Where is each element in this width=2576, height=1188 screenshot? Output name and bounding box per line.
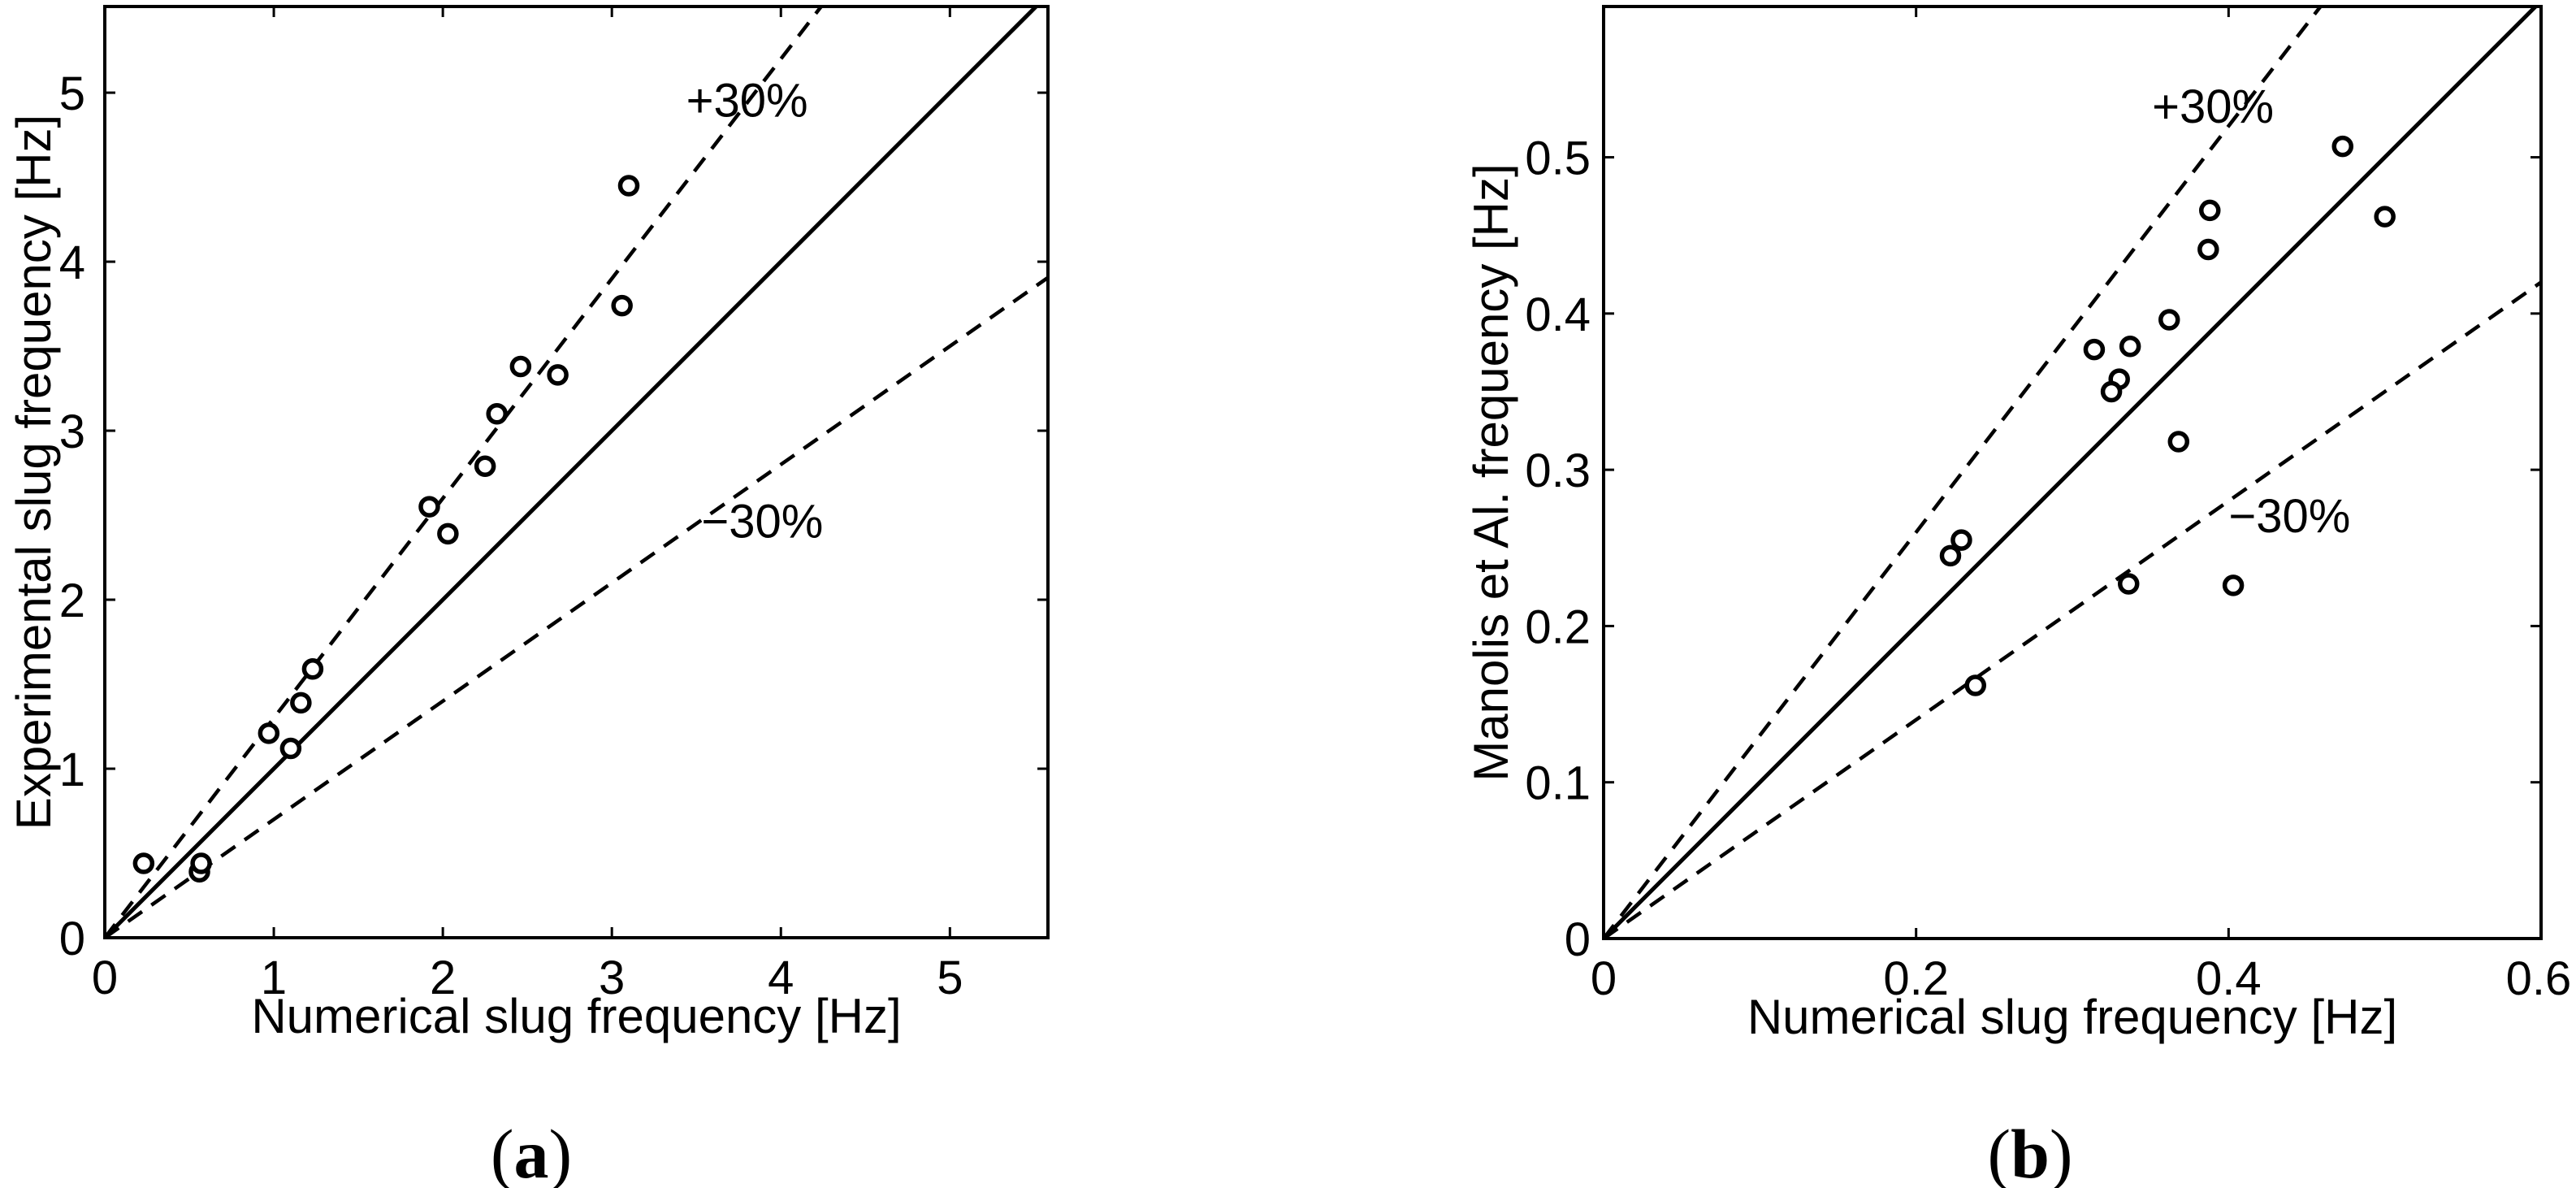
y-tick-label: 0.2 <box>1525 601 1591 653</box>
y-tick-label: 0 <box>1565 913 1591 966</box>
x-tick-label: 0.4 <box>2196 952 2262 1005</box>
x-tick-label: 0 <box>92 952 118 1004</box>
y-tick-label: 0 <box>59 913 85 965</box>
data-point-marker <box>279 737 302 760</box>
data-point-marker <box>2100 380 2123 403</box>
y-tick-label: 2 <box>59 574 85 627</box>
caption-a: (a) <box>491 1113 572 1188</box>
data-point-marker <box>617 175 640 197</box>
plus30-label: +30% <box>686 74 808 127</box>
x-tick-label: 0 <box>1591 952 1617 1005</box>
y-tick-label: 0.1 <box>1525 757 1591 810</box>
plus30-label: +30% <box>2152 80 2274 133</box>
data-point-marker <box>1950 529 1972 551</box>
data-point-marker <box>2083 338 2106 361</box>
y-tick-label: 1 <box>59 744 85 796</box>
caption-b-open-paren: ( <box>1987 1115 2011 1188</box>
x-tick-label: 1 <box>261 952 287 1004</box>
data-point-marker <box>132 852 155 874</box>
x-tick-label: 0.6 <box>2506 952 2572 1005</box>
plus30-line <box>103 5 823 939</box>
x-tick-label: 3 <box>599 952 625 1004</box>
minus30-label: −30% <box>701 495 823 548</box>
data-point-marker <box>418 496 440 518</box>
plot-box-a <box>103 5 1050 939</box>
data-point-marker <box>474 455 496 477</box>
x-tick-label: 0.2 <box>1883 952 1949 1005</box>
caption-a-letter: a <box>513 1115 549 1188</box>
data-point-marker <box>2158 309 2180 331</box>
data-point-marker <box>2167 431 2190 453</box>
x-axis-label-b: Numerical slug frequency [Hz] <box>1747 990 2397 1044</box>
plot-a: 0 1 2 3 4 5 0 1 2 3 4 5 +30% −30% Numerical slug frequ… <box>6 5 1050 1043</box>
data-point-marker <box>547 364 569 386</box>
caption-b-letter: b <box>2011 1115 2050 1188</box>
data-point-marker <box>2331 135 2353 158</box>
plus30-line <box>1602 5 2323 940</box>
data-point-marker <box>437 522 459 545</box>
identity-line <box>103 5 1038 939</box>
x-axis-label-a: Numerical slug frequency [Hz] <box>251 989 901 1043</box>
data-point-marker <box>2117 573 2140 595</box>
x-tick-label: 2 <box>430 952 456 1004</box>
caption-b: (b) <box>1987 1113 2072 1188</box>
caption-a-open-paren: ( <box>490 1115 514 1188</box>
data-point-marker <box>190 852 212 874</box>
data-point-marker <box>2197 238 2219 261</box>
data-point-marker <box>290 692 312 714</box>
identity-line <box>1602 5 2538 940</box>
data-point-marker <box>2119 335 2141 358</box>
caption-b-close-paren: ) <box>2049 1115 2073 1188</box>
data-point-marker <box>509 355 532 378</box>
data-point-marker <box>486 402 508 425</box>
data-point-marker <box>611 294 633 317</box>
y-tick-label: 0.4 <box>1525 288 1591 341</box>
data-point-marker <box>1964 674 1987 696</box>
minus30-label: −30% <box>2228 490 2350 543</box>
y-tick-label: 0.5 <box>1525 132 1591 185</box>
y-axis-label-b: Manolis et Al. frequency [Hz] <box>1464 163 1518 781</box>
minus30-line <box>103 275 1050 939</box>
y-tick-label: 5 <box>59 67 85 120</box>
data-point-marker <box>258 722 280 744</box>
y-axis-label-a: Experimental slug frequency [Hz] <box>6 115 61 830</box>
x-tick-label: 4 <box>768 952 794 1004</box>
plot-b: 0 0.2 0.4 0.6 0 0.1 0.2 0.3 0.4 0.5 +30% −30% Numeri… <box>1464 5 2572 1044</box>
data-point-marker <box>301 658 324 680</box>
data-point-marker <box>2199 199 2221 222</box>
y-tick-label: 3 <box>59 405 85 458</box>
data-point-marker <box>2374 206 2396 228</box>
plot-box-b <box>1602 5 2543 940</box>
data-point-marker <box>2222 574 2245 596</box>
y-tick-label: 4 <box>59 236 85 289</box>
minus30-line <box>1602 280 2543 940</box>
data-point-marker <box>1939 544 1962 567</box>
x-tick-label: 5 <box>937 952 963 1004</box>
caption-a-close-paren: ) <box>548 1115 573 1188</box>
y-tick-label: 0.3 <box>1525 444 1591 497</box>
